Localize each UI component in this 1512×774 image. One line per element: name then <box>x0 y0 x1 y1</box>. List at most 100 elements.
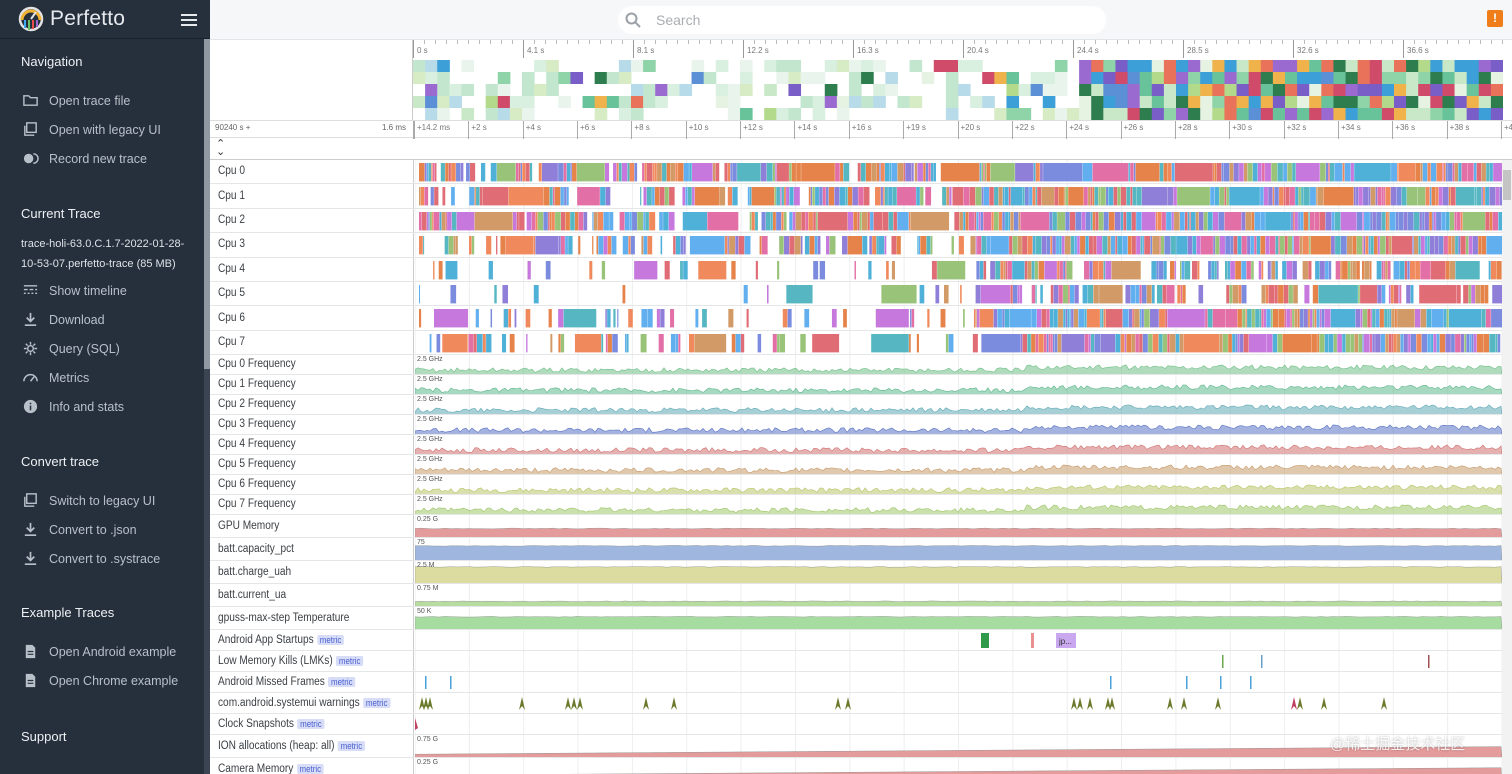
cpu-slice[interactable] <box>1148 333 1153 353</box>
cpu-slice[interactable] <box>761 211 766 231</box>
cpu-slice[interactable] <box>1274 187 1279 206</box>
cpu-slice[interactable] <box>976 260 980 279</box>
cpu-slice[interactable] <box>1053 285 1059 304</box>
cpu-slice[interactable] <box>1090 211 1093 231</box>
cpu-slice[interactable] <box>1372 211 1376 231</box>
cpu-slice[interactable] <box>1389 309 1391 328</box>
cpu-slice[interactable] <box>578 236 581 255</box>
cpu-slice[interactable] <box>568 236 573 255</box>
cpu-slice[interactable] <box>1390 187 1397 206</box>
cpu-slice[interactable] <box>1434 236 1439 255</box>
cpu-slice[interactable] <box>920 236 927 255</box>
cpu-slice[interactable] <box>1335 236 1341 255</box>
cpu-slice[interactable] <box>1429 236 1435 255</box>
cpu-slice[interactable] <box>1127 236 1132 255</box>
cpu-slice[interactable] <box>1088 333 1091 353</box>
cpu-slice[interactable] <box>1361 260 1364 279</box>
cpu-slice[interactable] <box>543 211 548 231</box>
cpu-slice[interactable] <box>1038 333 1044 353</box>
startup-slice[interactable] <box>1031 633 1034 649</box>
cpu-slice[interactable] <box>683 236 686 255</box>
cpu-slice[interactable] <box>1237 309 1242 328</box>
cpu-slice[interactable] <box>766 163 773 182</box>
cpu-slice[interactable] <box>1225 260 1228 279</box>
cpu-slice[interactable] <box>749 187 752 206</box>
cpu-slice[interactable] <box>981 163 984 182</box>
track-shell[interactable]: Cpu 1 <box>210 184 414 208</box>
cpu-slice[interactable] <box>1141 187 1168 206</box>
track-canvas[interactable] <box>415 538 1502 561</box>
cpu-slice[interactable] <box>1251 260 1254 279</box>
cpu-slice[interactable] <box>688 333 695 353</box>
cpu-slice[interactable] <box>1360 285 1377 304</box>
cpu-slice[interactable] <box>1184 211 1188 231</box>
cpu-slice[interactable] <box>885 163 890 182</box>
cpu-slice[interactable] <box>1054 187 1059 206</box>
cpu-slice[interactable] <box>1261 260 1264 279</box>
cpu-slice[interactable] <box>1310 236 1331 255</box>
cpu-slice[interactable] <box>1460 211 1463 231</box>
cpu-slice[interactable] <box>1485 309 1491 328</box>
cpu-slice[interactable] <box>605 333 608 353</box>
frequency-area[interactable] <box>415 364 1502 375</box>
cpu-slice[interactable] <box>593 211 598 231</box>
cpu-slice[interactable] <box>786 187 790 206</box>
cpu-slice[interactable] <box>1380 333 1386 353</box>
cpu-slice[interactable] <box>1372 333 1375 353</box>
cpu-slice[interactable] <box>563 163 567 182</box>
cpu-slice[interactable] <box>1340 236 1347 255</box>
cpu-slice[interactable] <box>1255 309 1260 328</box>
cpu-slice[interactable] <box>643 211 645 231</box>
search-box[interactable] <box>618 6 1106 34</box>
cpu-slice[interactable] <box>1439 333 1446 353</box>
cpu-slice[interactable] <box>1067 309 1070 328</box>
cpu-slice[interactable] <box>1282 260 1287 279</box>
cpu-slice[interactable] <box>1018 211 1021 231</box>
cpu-slice[interactable] <box>1377 187 1382 206</box>
cpu-slice[interactable] <box>419 236 423 255</box>
track-canvas[interactable] <box>415 282 1502 306</box>
cpu-slice[interactable] <box>990 236 1009 255</box>
sidebar-item-query-sql[interactable]: Query (SQL) <box>21 334 196 363</box>
cpu-slice[interactable] <box>1331 211 1335 231</box>
cpu-slice[interactable] <box>490 163 497 182</box>
track-canvas[interactable] <box>415 672 1502 693</box>
cpu-slice[interactable] <box>1184 260 1191 279</box>
cpu-slice[interactable] <box>1286 309 1290 328</box>
cpu-slice[interactable] <box>735 333 741 353</box>
cpu-slice[interactable] <box>1445 163 1448 182</box>
cpu-slice[interactable] <box>1442 187 1449 206</box>
track-low-memory-kills-lmks[interactable]: Low Memory Kills (LMKs) metric <box>210 651 1502 673</box>
cpu-slice[interactable] <box>1260 211 1265 231</box>
cpu-slice[interactable] <box>1084 309 1087 328</box>
cpu-slice[interactable] <box>951 236 954 255</box>
cpu-slice[interactable] <box>1041 236 1047 255</box>
cpu-slice[interactable] <box>888 187 893 206</box>
cpu-slice[interactable] <box>560 187 564 206</box>
cpu-slice[interactable] <box>1354 333 1359 353</box>
cpu-slice[interactable] <box>892 187 897 206</box>
track-canvas[interactable] <box>415 455 1502 475</box>
cpu-slice[interactable] <box>1293 236 1300 255</box>
cpu-slice[interactable] <box>1398 285 1400 304</box>
cpu-slice[interactable] <box>432 211 434 231</box>
instant-marker[interactable] <box>1220 676 1222 690</box>
cpu-slice[interactable] <box>1111 260 1141 279</box>
cpu-slice[interactable] <box>1094 333 1101 353</box>
cpu-slice[interactable] <box>1489 211 1493 231</box>
cpu-slice[interactable] <box>605 309 607 328</box>
cpu-slice[interactable] <box>1362 309 1368 328</box>
cpu-slice[interactable] <box>1415 163 1421 182</box>
cpu-slice[interactable] <box>889 163 892 182</box>
cpu-slice[interactable] <box>744 236 751 255</box>
cpu-slice[interactable] <box>1142 236 1144 255</box>
cpu-slice[interactable] <box>1324 333 1329 353</box>
cpu-slice[interactable] <box>1330 309 1356 328</box>
cpu-slice[interactable] <box>529 163 533 182</box>
cpu-slice[interactable] <box>1211 260 1215 279</box>
cpu-slice[interactable] <box>1335 260 1341 279</box>
cpu-slice[interactable] <box>1100 187 1106 206</box>
cpu-slice[interactable] <box>854 260 856 279</box>
cpu-slice[interactable] <box>958 236 964 255</box>
cpu-slice[interactable] <box>456 163 461 182</box>
